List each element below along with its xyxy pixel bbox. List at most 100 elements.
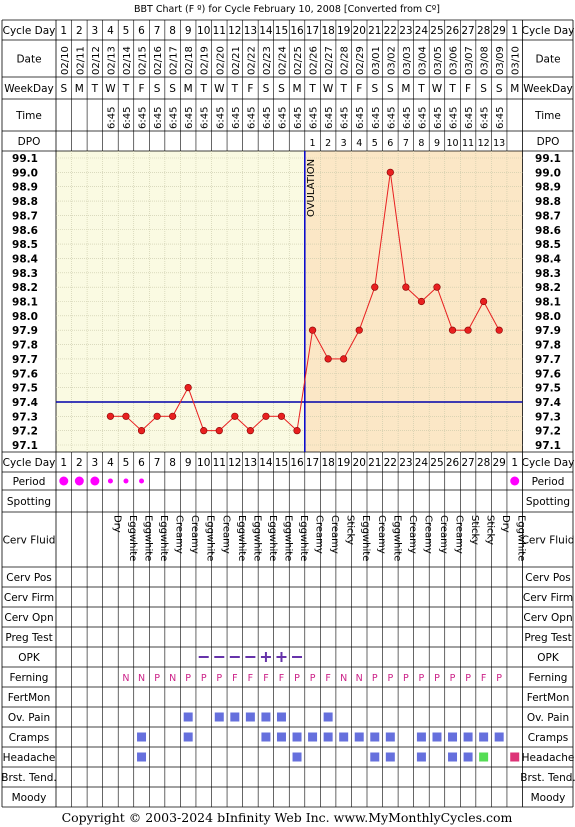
cycle-day-cell: 22 [384,25,397,37]
weekday-cell: S [169,83,176,95]
cerv-fluid-cell: Creamy [422,515,433,554]
ferning-cell: F [481,673,486,684]
date-cell: 02/23 [262,46,273,75]
cycle-day-cell-bottom: 13 [244,457,257,469]
cerv-opn-label-left: Cerv Opn [4,612,53,624]
cerv-fluid-cell: Creamy [438,515,449,554]
y-tick-right: 98.9 [535,182,561,194]
cramps-marker [479,732,489,742]
date-label-left: Date [16,54,41,66]
date-cell: 03/07 [464,46,475,75]
temp-point [169,412,177,420]
weekday-cell: F [465,83,471,95]
ferning-cell: P [154,673,160,684]
cerv-pos-label-right: Cerv Pos [525,572,571,584]
temp-point [308,326,317,334]
cycle-day-cell-bottom: 8 [169,457,176,469]
date-label-right: Date [535,54,560,66]
temp-point [355,326,363,334]
date-cell: 02/20 [215,46,226,75]
weekday-cell: W [105,83,116,95]
time-cell: 6:45 [231,107,242,129]
opk-label-right: OPK [537,652,560,664]
temp-point [246,427,254,435]
cycle-day-cell-bottom: 16 [290,457,304,469]
time-cell: 6:45 [480,107,491,129]
time-cell: 6:45 [122,107,133,129]
date-cell: 02/25 [293,46,304,75]
cerv-fluid-cell: Eggwhite [360,515,371,561]
date-cell: 02/19 [200,46,211,75]
temp-point [464,326,472,334]
cerv-fluid-cell: Creamy [174,515,185,554]
cerv-fluid-cell: Sticky [485,515,496,545]
y-tick-left: 97.4 [12,397,38,409]
temp-point [433,283,441,291]
period-label-right: Period [532,476,565,488]
time-cell: 6:45 [246,107,257,129]
weekday-label-left: WeekDay [4,83,54,95]
dpo-label-left: DPO [18,136,41,148]
time-cell: 6:45 [153,107,164,129]
cycle-day-cell: 13 [244,25,257,37]
period-dot [510,476,520,486]
cycle-day-cell: 5 [123,25,130,37]
cycle-day-cell-bottom: 6 [138,457,145,469]
fertmon-label-left: FertMon [8,692,51,704]
footer: Copyright © 2003-2024 bInfinity Web Inc.… [62,810,513,825]
y-tick-left: 98.9 [12,182,38,194]
cerv-fluid-cell: Eggwhite [298,515,309,561]
y-tick-left: 99.1 [12,153,38,165]
headache-marker [416,752,426,762]
y-tick-right: 98.6 [535,225,561,237]
date-cell: 02/24 [277,46,288,75]
cycle-day-cell-bottom: 26 [446,457,460,469]
temp-point [340,355,348,363]
headache-marker [385,752,395,762]
cramps-marker [261,732,271,742]
time-cell: 6:45 [184,107,195,129]
cycle-day-cell-bottom: 11 [213,457,226,469]
date-cell: 02/29 [355,46,366,75]
time-cell: 6:45 [138,107,149,129]
weekday-cell: M [292,83,301,95]
weekday-cell: S [278,83,285,95]
time-cell: 6:45 [277,107,288,129]
date-cell: 02/11 [75,46,86,75]
weekday-cell: M [401,83,410,95]
headache-marker [463,752,473,762]
cramps-marker [137,732,147,742]
date-cell: 03/04 [417,46,428,75]
y-tick-right: 97.5 [535,383,561,395]
y-tick-right: 98.7 [535,210,561,222]
time-label-right: Time [534,110,561,122]
y-tick-left: 98.7 [12,210,38,222]
cycle-day2-label-left: Cycle Day [3,457,56,469]
temp-segment [436,286,453,331]
ov-pain-marker [183,712,193,722]
ferning-cell: P [294,673,300,684]
cycle-day-cell: 23 [399,25,412,37]
date-cell: 02/17 [169,46,180,75]
headache-marker [137,752,147,762]
y-tick-left: 98.5 [12,239,38,251]
cramps-marker [463,732,473,742]
ferning-cell: P [216,673,222,684]
temp-point [137,427,146,435]
dpo-cell: 4 [356,138,362,149]
dpo-cell: 13 [493,138,505,149]
cycle-day-cell-bottom: 15 [275,457,288,469]
cerv-fluid-cell: Eggwhite [143,515,154,561]
y-tick-left: 98.6 [12,225,38,237]
time-cell: 6:45 [402,107,413,129]
cramps-marker [308,732,318,742]
cycle-day-cell-bottom: 22 [384,457,397,469]
y-tick-left: 97.5 [12,383,38,395]
temp-point [402,283,410,291]
period-dot [74,476,84,486]
cramps-marker [494,732,504,742]
ferning-cell: P [450,673,456,684]
y-tick-left: 98.0 [12,311,38,323]
cramps-marker [448,732,458,742]
temp-point [448,326,457,334]
